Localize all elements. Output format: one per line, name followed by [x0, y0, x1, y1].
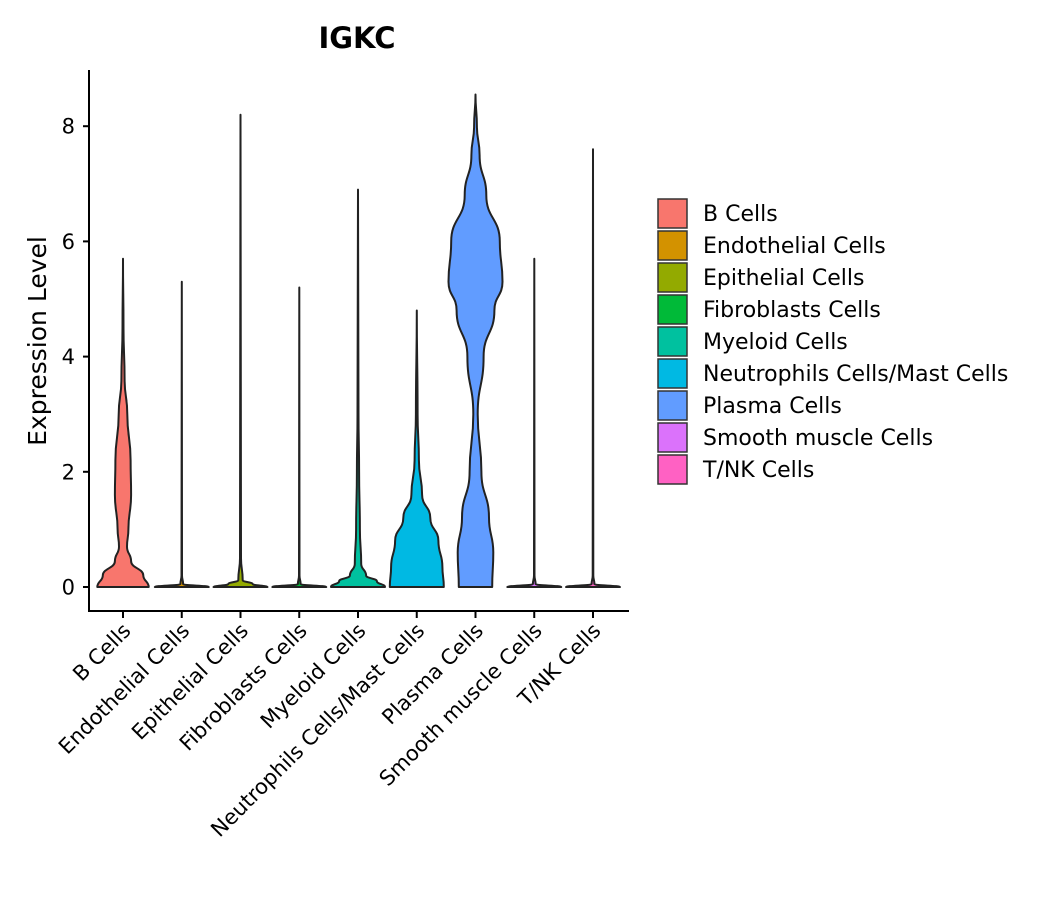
- legend-swatch-b-cells: [657, 198, 688, 229]
- y-tick-label: 0: [62, 576, 75, 600]
- legend-label-neutrophils-cells-mast-cells: Neutrophils Cells/Mast Cells: [703, 362, 1008, 387]
- violin-smooth-muscle-cells: [506, 257, 563, 588]
- legend-label-plasma-cells: Plasma Cells: [703, 394, 842, 419]
- legend: B Cells Endothelial Cells Epithelial Cells…: [657, 198, 1008, 485]
- legend-label-fibroblasts-cells: Fibroblasts Cells: [703, 298, 881, 323]
- legend-swatch-plasma-cells: [657, 390, 688, 421]
- chart-title: IGKC: [318, 21, 395, 55]
- legend-label-myeloid-cells: Myeloid Cells: [703, 330, 848, 355]
- violin-plasma-cells: [447, 93, 504, 588]
- y-tick-label: 6: [62, 230, 75, 254]
- legend-label-epithelial-cells: Epithelial Cells: [703, 266, 864, 291]
- x-tick-label-neutrophils-cells-mast-cells: Neutrophils Cells/Mast Cells: [206, 619, 429, 842]
- y-ticks: 0 2 4 6 8: [62, 115, 89, 600]
- violin-fibroblasts-cells: [271, 286, 328, 588]
- y-tick-label: 2: [62, 460, 75, 484]
- violins-layer: [96, 93, 621, 588]
- violin-epithelial-cells: [212, 113, 269, 588]
- legend-label-smooth-muscle-cells: Smooth muscle Cells: [703, 426, 933, 451]
- legend-swatch-neutrophils-cells-mast-cells: [657, 358, 688, 389]
- legend-swatch-fibroblasts-cells: [657, 294, 688, 325]
- legend-swatch-epithelial-cells: [657, 262, 688, 293]
- legend-swatch-smooth-muscle-cells: [657, 422, 688, 453]
- x-tick-label-plasma-cells: Plasma Cells: [377, 619, 488, 730]
- legend-swatch-myeloid-cells: [657, 326, 688, 357]
- legend-label-b-cells: B Cells: [703, 202, 778, 227]
- y-axis-title: Expression Level: [23, 236, 52, 446]
- violin-endothelial-cells: [153, 280, 210, 588]
- legend-label-endothelial-cells: Endothelial Cells: [703, 234, 886, 259]
- violin-myeloid-cells: [330, 188, 386, 588]
- violin-b-cells: [96, 257, 150, 588]
- legend-swatch-t-nk-cells: [657, 454, 688, 485]
- y-tick-label: 4: [62, 345, 75, 369]
- legend-label-t-nk-cells: T/NK Cells: [702, 458, 814, 483]
- legend-swatch-endothelial-cells: [657, 230, 688, 261]
- violin-neutrophils-cells-mast-cells: [388, 309, 445, 588]
- violin-t-nk-cells: [565, 148, 621, 588]
- y-tick-label: 8: [62, 115, 75, 139]
- x-tick-label-myeloid-cells: Myeloid Cells: [256, 619, 371, 734]
